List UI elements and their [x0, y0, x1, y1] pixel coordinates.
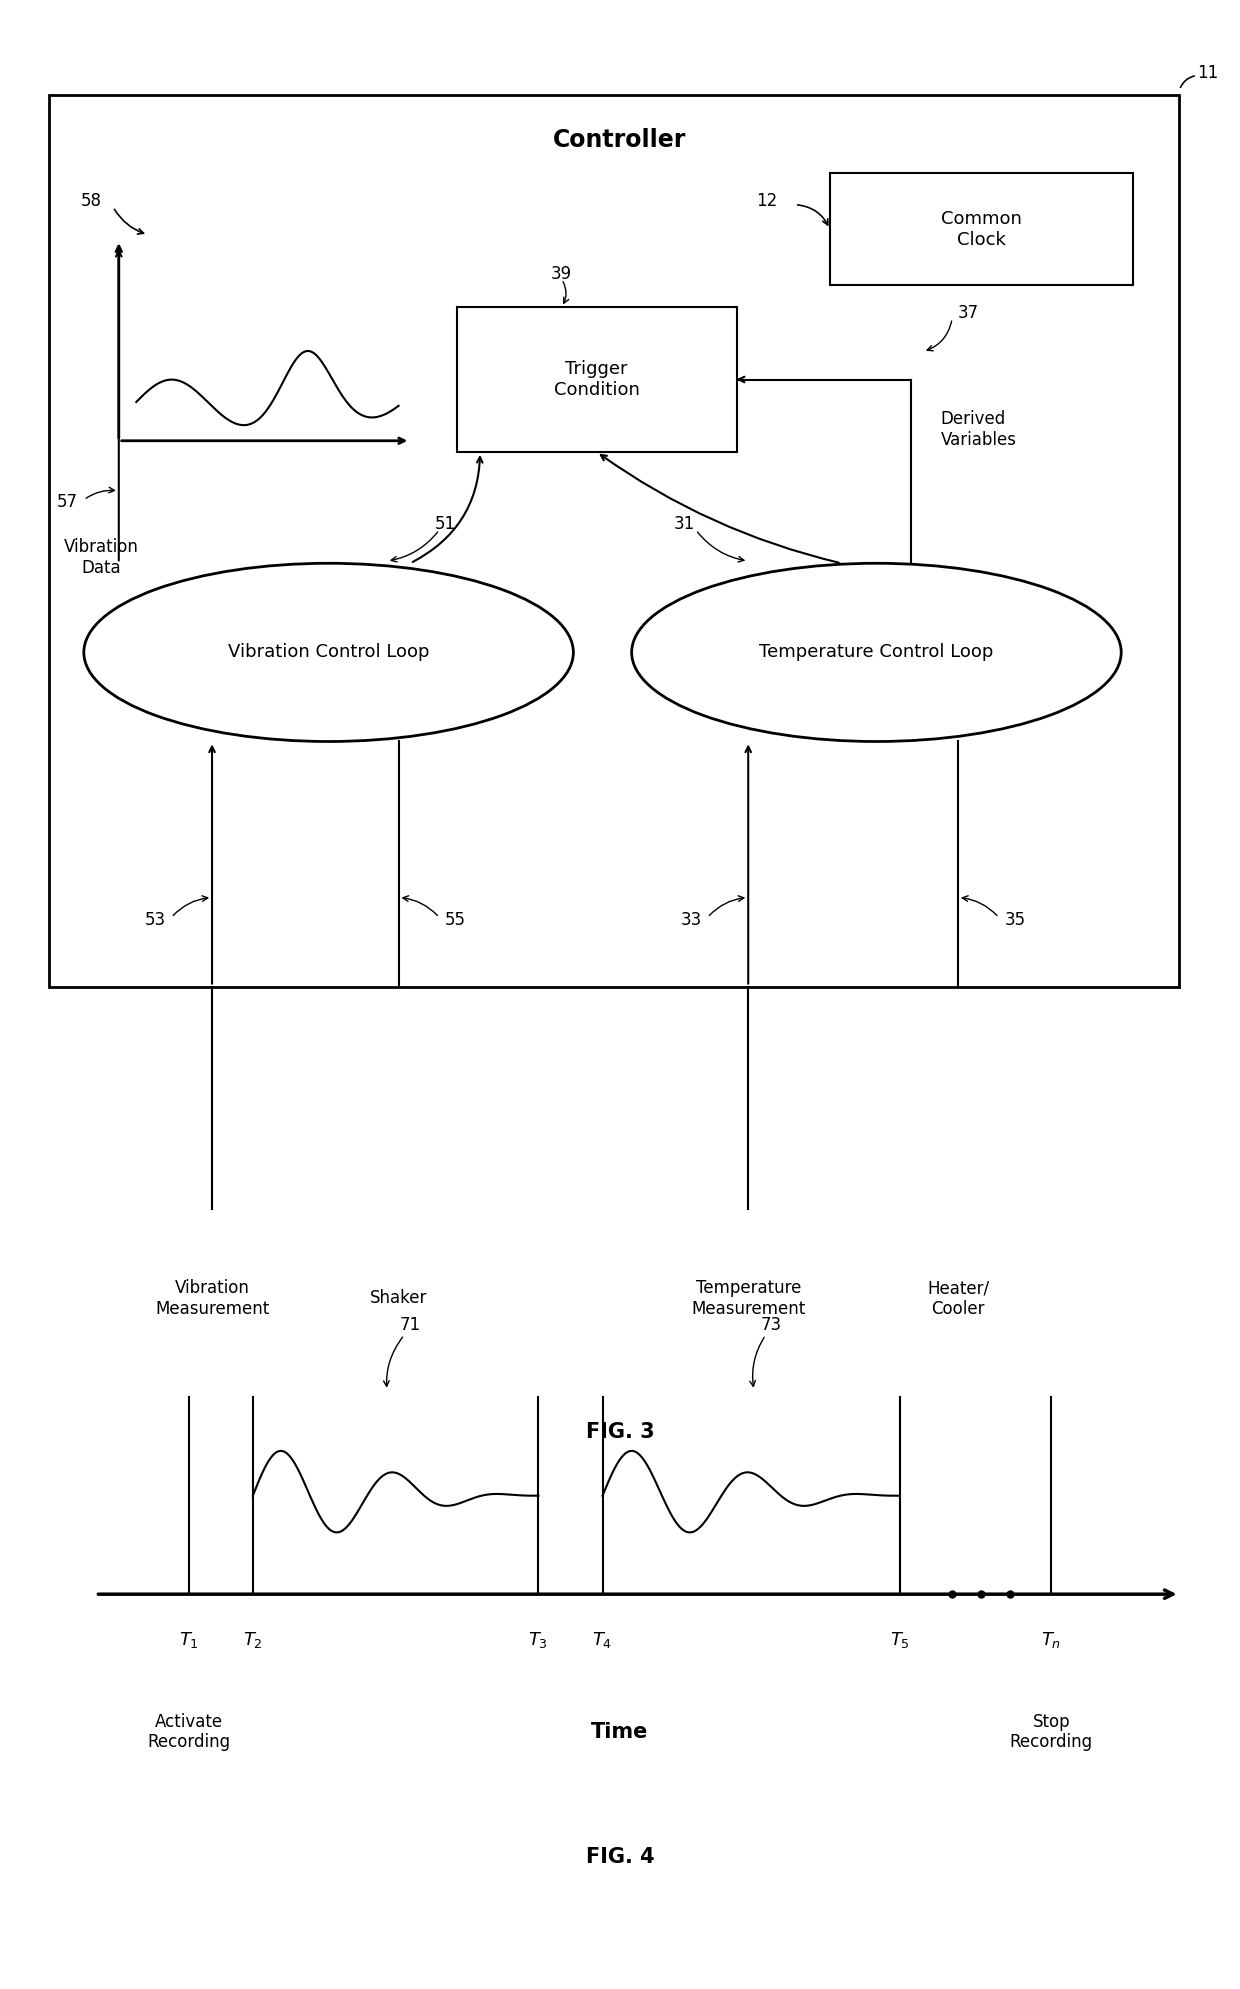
Text: 31: 31 [673, 515, 694, 533]
Text: 37: 37 [959, 304, 980, 322]
Text: 57: 57 [57, 493, 78, 511]
Text: Temperature Control Loop: Temperature Control Loop [759, 642, 993, 662]
Text: Vibration
Data: Vibration Data [64, 539, 139, 577]
Text: $T_1$: $T_1$ [179, 1631, 198, 1651]
Text: 33: 33 [681, 911, 702, 929]
Text: 51: 51 [434, 515, 456, 533]
Text: Time: Time [591, 1722, 649, 1742]
Text: 39: 39 [551, 265, 573, 282]
Text: Common
Clock: Common Clock [941, 209, 1022, 249]
Text: 73: 73 [761, 1317, 782, 1335]
FancyBboxPatch shape [456, 306, 737, 452]
Text: 71: 71 [399, 1317, 420, 1335]
Text: $T_n$: $T_n$ [1042, 1631, 1061, 1651]
Text: $T_5$: $T_5$ [890, 1631, 910, 1651]
Text: Temperature
Measurement: Temperature Measurement [691, 1279, 805, 1319]
Text: Shaker: Shaker [370, 1289, 428, 1307]
Text: FIG. 4: FIG. 4 [585, 1846, 655, 1868]
Ellipse shape [84, 563, 573, 742]
Text: 53: 53 [144, 911, 165, 929]
Text: Derived
Variables: Derived Variables [941, 410, 1017, 450]
FancyBboxPatch shape [830, 173, 1133, 284]
Text: $T_4$: $T_4$ [593, 1631, 613, 1651]
Text: Vibration
Measurement: Vibration Measurement [155, 1279, 269, 1319]
Text: 35: 35 [1004, 911, 1025, 929]
Text: Trigger
Condition: Trigger Condition [554, 360, 640, 400]
Text: Heater/
Cooler: Heater/ Cooler [928, 1279, 990, 1319]
Text: 12: 12 [756, 193, 777, 211]
Text: $T_3$: $T_3$ [528, 1631, 548, 1651]
Ellipse shape [631, 563, 1121, 742]
Text: $T_2$: $T_2$ [243, 1631, 263, 1651]
Text: Stop
Recording: Stop Recording [1009, 1713, 1092, 1752]
Text: FIG. 3: FIG. 3 [585, 1422, 655, 1442]
Text: Vibration Control Loop: Vibration Control Loop [228, 642, 429, 662]
Text: Controller: Controller [553, 127, 687, 151]
Text: Activate
Recording: Activate Recording [148, 1713, 231, 1752]
Text: 11: 11 [1197, 64, 1218, 82]
FancyBboxPatch shape [48, 95, 1179, 987]
Text: 55: 55 [445, 911, 466, 929]
Text: 58: 58 [81, 193, 102, 211]
